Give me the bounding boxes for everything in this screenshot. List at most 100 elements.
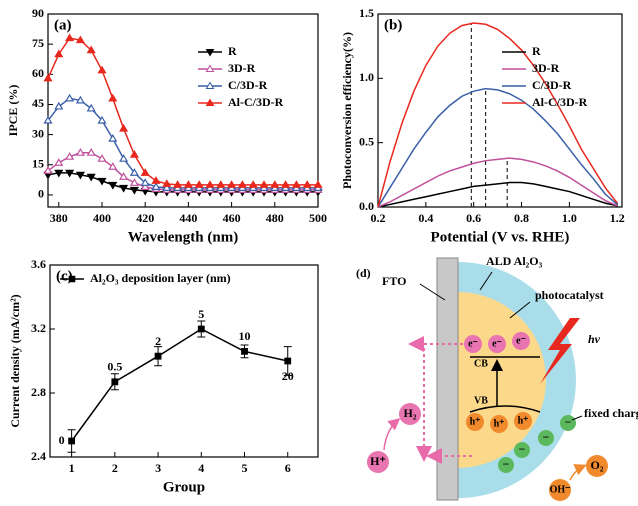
x-tick-label: 2 (112, 461, 118, 475)
y-tick-label: 2.8 (31, 385, 46, 399)
electrons: e⁻ e⁻ e⁻ (464, 332, 530, 353)
data-point (43, 73, 53, 82)
holes: h⁺ h⁺ h⁺ (466, 412, 532, 433)
oh-bubble (549, 479, 571, 501)
point-label: 10 (239, 329, 251, 343)
y-tick-label: 15 (32, 157, 44, 171)
data-point (237, 180, 247, 188)
x-tick-label: 380 (50, 211, 68, 225)
cb-label: CB (474, 358, 488, 369)
leader (571, 415, 583, 421)
legend-marker (205, 49, 215, 57)
hplus-bubble (367, 451, 389, 473)
fto-layer (436, 257, 459, 501)
data-point (97, 65, 107, 74)
data-point (291, 180, 301, 188)
data-point (86, 148, 96, 156)
data-point (284, 357, 292, 365)
y-tick-label: 75 (32, 36, 44, 50)
data-point (119, 172, 129, 180)
hole: h⁺ (470, 416, 481, 427)
o2-bubble (586, 455, 608, 477)
panel-label: (c) (56, 268, 73, 284)
data-point (65, 33, 75, 42)
legend-entry: Al₂O₃ deposition layer (nm) (90, 271, 231, 285)
data-point (140, 182, 150, 190)
series-line (377, 87, 618, 208)
data-point (97, 177, 107, 186)
data-point (162, 183, 172, 191)
data-point (216, 180, 226, 188)
point-label: 2 (155, 334, 161, 348)
y-tick-label: 2.4 (31, 449, 46, 463)
hplus-label: H⁺ (370, 454, 386, 468)
data-point (108, 181, 118, 190)
x-tick-label: 6 (285, 461, 291, 475)
legend-marker (205, 64, 215, 72)
point-label: 0 (59, 433, 65, 447)
legend-entry: 3D-R (532, 61, 560, 75)
legend-entry: R (228, 44, 237, 58)
leader (479, 271, 493, 291)
y-axis-label: Current density (mA/cm²) (8, 294, 22, 427)
hole: h⁺ (518, 415, 529, 426)
data-point (241, 348, 248, 355)
data-point (119, 154, 129, 162)
diagram: (d) FTO ALD Al₂O₃ photocatalyst CB VB hν… (356, 254, 638, 501)
data-point (108, 133, 118, 142)
fixed-charge: − (565, 415, 572, 429)
x-tick-label: 5 (242, 461, 248, 475)
x-tick-label: 420 (136, 211, 154, 225)
h2-bubble (399, 403, 421, 425)
y-tick-label: 0 (38, 187, 44, 201)
y-tick-label: 60 (32, 66, 44, 80)
data-point (197, 325, 205, 333)
y-axis-label: Photoconversion efficiency(%) (340, 32, 354, 189)
data-point (162, 179, 172, 187)
x-tick-label: 0.6 (466, 211, 481, 225)
data-point (65, 93, 75, 102)
series-line (377, 22, 618, 208)
x-axis-label: Potential (V vs. RHE) (431, 229, 570, 245)
y-tick-label: 0.5 (359, 134, 374, 148)
x-tick-label: 0.8 (514, 211, 529, 225)
legend-entry: R (532, 44, 541, 58)
data-point (313, 180, 323, 188)
data-point (205, 180, 215, 188)
electron: e⁻ (516, 335, 526, 346)
data-point (281, 180, 291, 188)
data-point (270, 180, 280, 188)
data-point (54, 158, 64, 166)
data-point (108, 162, 118, 170)
legend-marker (205, 81, 215, 89)
data-point (75, 95, 85, 104)
vb-band (469, 405, 541, 413)
data-point (86, 103, 96, 112)
data-point (302, 180, 312, 188)
data-point (129, 168, 139, 176)
y-tick-label: 1.0 (359, 70, 374, 84)
legend-entry: C/3D-R (532, 78, 572, 92)
x-tick-label: 4 (198, 461, 204, 475)
data-point (43, 166, 53, 174)
x-tick-label: 3 (155, 461, 161, 475)
shell-label: ALD Al₂O₃ (486, 254, 543, 268)
data-point (75, 148, 85, 156)
data-point (54, 49, 64, 58)
data-point (75, 171, 85, 180)
reaction-arrow (383, 418, 401, 451)
data-point (119, 184, 129, 193)
data-point (86, 173, 96, 182)
data-point (97, 115, 107, 124)
y-tick-label: 1.5 (359, 6, 374, 20)
hole: h⁺ (494, 418, 505, 429)
legend-entry: 3D-R (228, 61, 256, 75)
fixed-charge: − (519, 442, 526, 456)
data-point (108, 93, 118, 102)
x-tick-label: 1.2 (610, 211, 625, 225)
data-point (68, 437, 76, 445)
panel-label: (d) (356, 266, 371, 280)
x-axis-label: Wavelength (nm) (128, 229, 238, 245)
data-point (129, 186, 139, 195)
